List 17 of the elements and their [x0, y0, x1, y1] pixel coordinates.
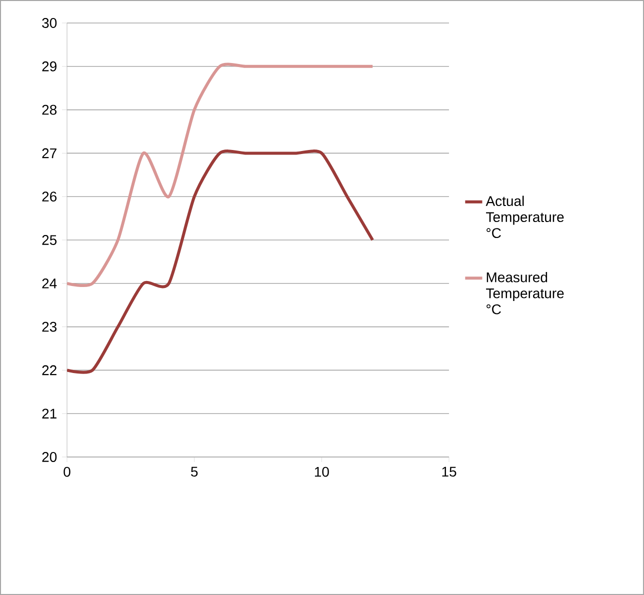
- y-tick-label: 22: [42, 365, 56, 376]
- x-tick-label: 10: [314, 466, 329, 477]
- x-tick-label: 0: [64, 466, 70, 477]
- y-tick-label: 23: [42, 322, 57, 332]
- legend-label: Actual Temperature °C: [486, 196, 564, 238]
- y-tick-label: 26: [42, 192, 57, 202]
- y-tick-label: 27: [42, 148, 56, 158]
- y-tick-label: 29: [42, 61, 56, 72]
- y-tick-label: 30: [42, 18, 57, 28]
- legend-label: Measured Temperature °C: [486, 272, 564, 314]
- x-tick-label: 15: [442, 466, 456, 477]
- y-tick-label: 24: [42, 278, 57, 288]
- y-tick-label: 28: [42, 104, 57, 115]
- y-tick-label: 25: [42, 235, 57, 245]
- x-tick-label: 5: [191, 466, 198, 477]
- y-tick-label: 21: [42, 408, 56, 418]
- y-tick-label: 20: [42, 452, 57, 462]
